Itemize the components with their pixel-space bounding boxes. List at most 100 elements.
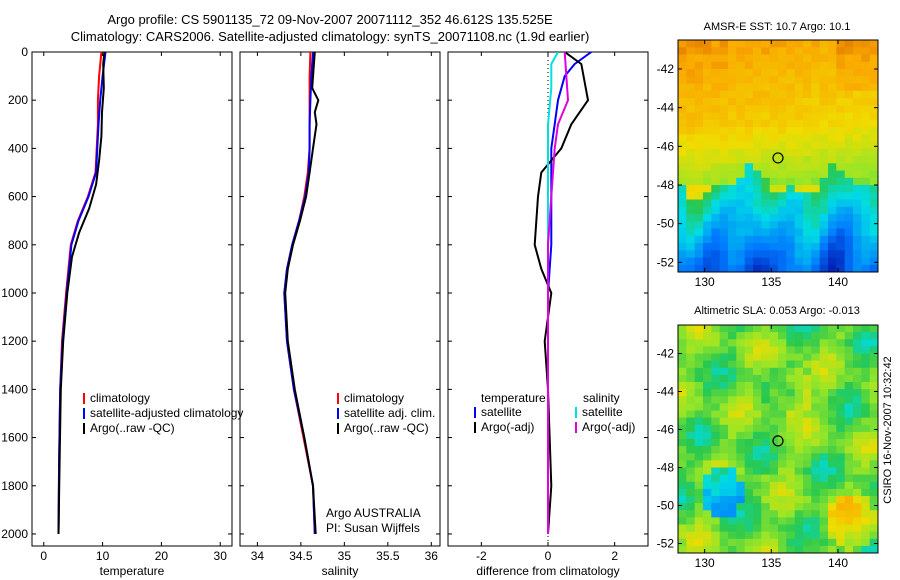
sla-cell [853, 474, 862, 483]
sla-cell [819, 353, 829, 362]
sst-cell [694, 76, 704, 85]
sst-cell [769, 76, 779, 85]
sst-cell [861, 127, 871, 135]
sst-cell [761, 199, 771, 208]
sla-cell [761, 510, 771, 518]
sla-cell [778, 517, 787, 526]
sst-cell [869, 54, 878, 63]
sst-cell [803, 264, 812, 272]
sst-cell [811, 148, 821, 157]
sla-cell [836, 367, 846, 376]
sla-cell [719, 545, 729, 553]
sla-cell [794, 531, 804, 540]
sst-cell [753, 163, 762, 172]
sla-cell [753, 374, 762, 383]
sst-cell [761, 47, 771, 56]
sst-cell [803, 119, 812, 128]
sla-cell [736, 360, 746, 369]
sla-cell [728, 439, 737, 447]
sla-cell [703, 403, 712, 412]
sla-cell [744, 503, 754, 511]
sla-cell [811, 389, 821, 397]
sla-cell [736, 417, 746, 426]
sst-cell [753, 141, 762, 150]
sla-cell [761, 488, 771, 497]
sla-cell [794, 524, 804, 533]
sla-cell [811, 410, 821, 419]
sla-cell [828, 403, 837, 412]
sla-cell [753, 503, 762, 511]
sst-cell [744, 206, 754, 215]
sst-cell [744, 257, 754, 266]
sla-cell [853, 517, 862, 526]
sst-cell [836, 206, 846, 215]
sst-cell [819, 83, 829, 92]
sla-cell [728, 332, 737, 340]
diff-legend-label: Argo(-adj) [481, 420, 534, 434]
sst-cell [869, 264, 878, 272]
sla-cell [819, 467, 829, 476]
sst-cell [836, 69, 846, 77]
sla-cell [744, 446, 754, 454]
sst-cell [828, 134, 837, 143]
sst-cell [861, 98, 871, 106]
sla-cell [703, 545, 712, 553]
sst-cell [811, 221, 821, 230]
sst-cell [811, 40, 821, 48]
sla-cell [678, 389, 687, 397]
sla-cell [736, 424, 746, 433]
sst-cell [694, 156, 704, 164]
sst-cell [786, 90, 796, 99]
sla-cell [728, 417, 737, 426]
sla-cell [811, 488, 821, 497]
sla-cell [811, 524, 821, 533]
sla-cell [711, 332, 721, 340]
sla-cell [844, 517, 854, 526]
sst-cell [694, 105, 704, 114]
sst-cell [761, 243, 771, 251]
sla-cell [861, 332, 871, 340]
sla-cell [803, 346, 812, 355]
sst-cell [778, 214, 787, 222]
sla-cell [861, 510, 871, 518]
sst-cell [786, 47, 796, 56]
sst-cell [719, 134, 729, 143]
sla-cell [836, 503, 846, 511]
sla-cell [694, 439, 704, 447]
temp-axes-box [31, 51, 233, 547]
sla-cell [678, 474, 687, 483]
sst-cell [869, 177, 878, 186]
sst-cell [794, 54, 804, 63]
sla-cell [728, 360, 737, 369]
sst-cell [736, 112, 746, 121]
sst-cell [678, 243, 687, 251]
sst-cell [819, 40, 829, 48]
sla-cell [678, 353, 687, 362]
sst-cell [769, 156, 779, 164]
sst-cell [869, 40, 878, 48]
sla-cell [744, 382, 754, 390]
sst-cell [853, 47, 862, 56]
sla-cell [694, 403, 704, 412]
sst-cell [869, 112, 878, 121]
sst-cell [694, 40, 704, 48]
sst-cell [728, 112, 737, 121]
sla-cell [811, 417, 821, 426]
diff-legend-label: satellite [481, 405, 522, 419]
sla-cell [778, 474, 787, 483]
sla-cell [678, 524, 687, 533]
sst-cell [861, 199, 871, 208]
sla-cell [844, 467, 854, 476]
sst-cell [853, 98, 862, 106]
sst-cell [703, 141, 712, 150]
sla-cell [861, 467, 871, 476]
sst-cell [694, 199, 704, 208]
sst-cell [736, 214, 746, 222]
sst-cell [853, 141, 862, 150]
sst-cell [719, 54, 729, 63]
sla-cell [719, 431, 729, 440]
sla-cell [694, 467, 704, 476]
sst-cell [861, 177, 871, 186]
sst-cell [778, 141, 787, 150]
sst-cell [694, 148, 704, 157]
